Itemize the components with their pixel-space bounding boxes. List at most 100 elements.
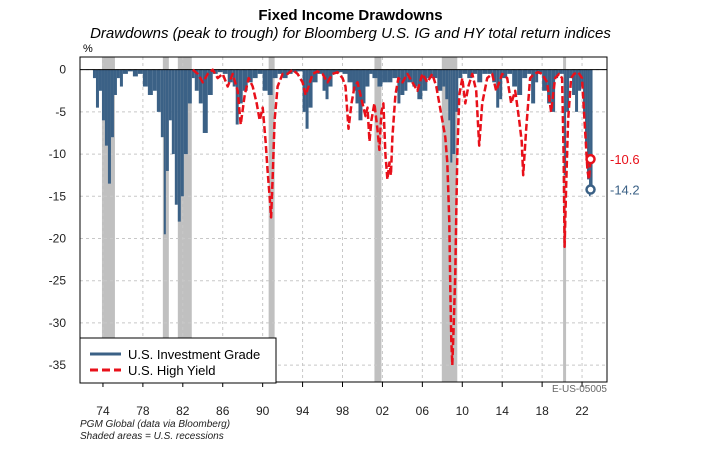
recession-band [374, 57, 382, 382]
ig-bar [450, 69, 453, 163]
hy-series-line [191, 68, 592, 367]
ig-bar [467, 69, 473, 79]
ig-bar [238, 69, 243, 104]
legend-label-ig: U.S. Investment Grade [128, 347, 260, 362]
recession-band [268, 57, 275, 382]
ig-bar [442, 69, 446, 87]
x-axis-ticks: 74 78 82 86 90 94 98 02 06 10 14 18 22 [96, 382, 589, 418]
ig-bar [585, 69, 588, 146]
x-tick-label: 18 [535, 404, 549, 418]
x-tick-label: 10 [456, 404, 470, 418]
ig-bar [347, 69, 353, 83]
ig-bar [437, 69, 443, 91]
ig-bar [242, 69, 248, 91]
ig-bar [171, 69, 175, 155]
x-tick-label: 22 [575, 404, 589, 418]
ig-bar [427, 69, 433, 79]
ig-bar [180, 69, 184, 197]
ig-bar [558, 69, 563, 74]
x-tick-label: 98 [336, 404, 350, 418]
ig-end-marker [585, 184, 596, 195]
ig-bar [575, 69, 579, 112]
x-tick-label: 82 [176, 404, 190, 418]
ig-bar [122, 69, 128, 74]
ig-bar [448, 69, 451, 121]
ig-bar [572, 69, 576, 95]
ig-bar [517, 69, 523, 95]
hy-line [191, 68, 592, 367]
ig-bar [257, 69, 263, 74]
chart-subtitle: Drawdowns (peak to trough) for Bloomberg… [90, 25, 611, 42]
y-tick-label: 0 [59, 63, 66, 77]
ig-bar [382, 69, 388, 83]
ig-bar [132, 69, 138, 77]
ig-bar [492, 69, 497, 83]
hy-end-label: -10.6 [610, 152, 640, 167]
ig-bar [531, 69, 536, 104]
x-tick-label: 78 [136, 404, 150, 418]
x-tick-label: 14 [496, 404, 510, 418]
ig-bar [95, 69, 99, 108]
ig-bar [551, 69, 556, 112]
y-tick-label: -15 [49, 189, 67, 203]
y-tick-label: -10 [49, 147, 67, 161]
ig-bar [325, 69, 329, 100]
ig-bar [502, 69, 508, 79]
ig-bar [183, 69, 188, 155]
legend-label-hy: U.S. High Yield [128, 363, 215, 378]
x-tick-label: 86 [216, 404, 230, 418]
x-tick-label: 94 [296, 404, 310, 418]
ig-bar [397, 69, 401, 104]
end-markers: -10.6 -14.2 [585, 152, 640, 198]
ig-bar [387, 69, 393, 83]
ig-bar [564, 69, 567, 176]
ig-bar [342, 69, 348, 74]
ig-bar [512, 69, 518, 87]
ig-bar [507, 69, 513, 74]
ig-bar [312, 69, 318, 83]
ig-bar [252, 69, 258, 79]
ig-bar [163, 69, 166, 235]
ig-bar [107, 69, 111, 184]
x-tick-label: 90 [256, 404, 270, 418]
ig-bar [477, 69, 483, 83]
ig-bar [92, 69, 96, 79]
y-axis-unit: % [83, 43, 93, 55]
ig-bar [547, 69, 552, 104]
ig-bar [235, 69, 239, 125]
ig-bar [562, 69, 565, 74]
ig-bar [137, 69, 143, 74]
ig-bar [462, 69, 468, 74]
ig-bar [227, 69, 233, 83]
ig-bar [496, 69, 500, 108]
ig-bar [352, 69, 356, 91]
ig-bar [194, 69, 199, 91]
ig-bar [202, 69, 208, 133]
ig-bar [355, 69, 359, 104]
legend-box [79, 337, 277, 384]
ig-bar [174, 69, 178, 205]
recession-note: Shaded areas = U.S. recessions [80, 431, 224, 442]
ig-bar [297, 69, 303, 72]
ig-bar [455, 69, 459, 112]
ig-bar [566, 69, 570, 112]
source-note: PGM Global (data via Bloomberg) [80, 419, 231, 430]
ig-bar [499, 69, 503, 100]
ig-bar [98, 69, 102, 91]
ig-bar [305, 69, 309, 129]
ig-bar [372, 69, 378, 79]
ig-bar [369, 69, 373, 74]
ig-bar [412, 69, 418, 87]
ig-bar [362, 69, 366, 104]
y-tick-label: -25 [49, 274, 67, 288]
ig-bar [116, 69, 120, 79]
chart-title: Fixed Income Drawdowns [258, 7, 443, 24]
x-tick-label: 06 [416, 404, 430, 418]
ig-bar [277, 69, 283, 74]
ig-bar [262, 69, 268, 91]
ig-bar [535, 69, 539, 83]
ig-bar [222, 69, 228, 74]
x-tick-label: 02 [376, 404, 390, 418]
ig-bar [337, 69, 343, 73]
ig-bar [377, 69, 383, 87]
